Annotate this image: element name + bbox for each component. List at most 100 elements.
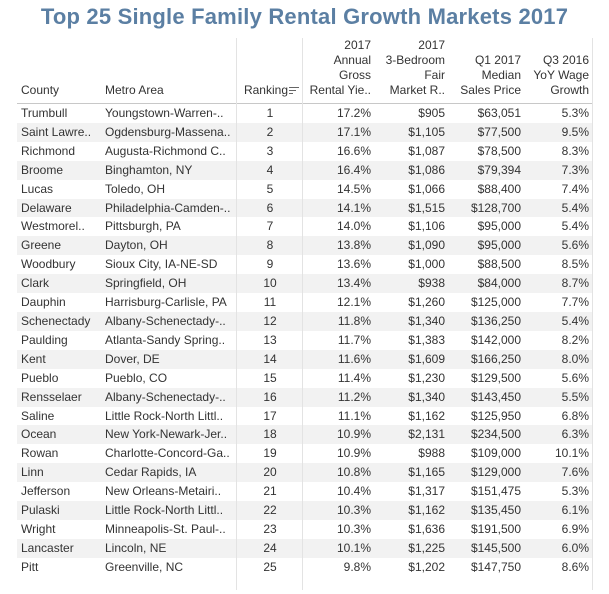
fair-rent-cell: $1,383: [408, 332, 445, 347]
fair-rent-cell: $1,162: [375, 501, 449, 520]
table-row[interactable]: Schenectady Albany-Schenectady-.. 12 11.8% $…: [17, 311, 593, 331]
header-row: County Metro Area Ranking 2017 Annual Gros…: [17, 38, 593, 104]
table-row[interactable]: Rowan Charlotte-Concord-Ga.. 19 10.9% $988 $1…: [17, 444, 593, 463]
county-cell: Broome: [17, 160, 101, 180]
table-row[interactable]: Trumbull Youngstown-Warren-.. 1 17.2% $905 $6…: [17, 104, 593, 123]
fair-rent-cell: $1,230: [408, 370, 445, 385]
county-cell: Linn: [17, 463, 101, 483]
header-wage-growth[interactable]: Q3 2016 YoY Wage Growth: [525, 38, 593, 104]
fair-rent-cell: $1,000: [408, 257, 445, 272]
sales-price-cell: $143,450: [449, 387, 525, 407]
gross-yield-cell: 14.5%: [336, 181, 371, 196]
county-cell: Rowan: [21, 446, 59, 461]
gross-yield-cell: 14.0%: [336, 219, 371, 234]
table-row[interactable]: Richmond Augusta-Richmond C.. 3 16.6% $1,087…: [17, 142, 593, 161]
table-row[interactable]: Linn Cedar Rapids, IA 20 10.8% $1,165 $129,00…: [17, 463, 593, 483]
table-row[interactable]: Kent Dover, DE 14 11.6% $1,609 $166,250 8.0%: [17, 349, 593, 369]
wage-growth-cell: 7.6%: [525, 463, 593, 483]
ranking-cell: 12: [237, 311, 303, 331]
county-cell: Saint Lawre..: [17, 122, 101, 142]
gross-yield-cell: 16.4%: [303, 160, 375, 180]
fair-rent-cell: $1,340: [375, 387, 449, 407]
metro-area-cell: Sioux City, IA-NE-SD: [105, 257, 218, 272]
county-cell: Greene: [17, 236, 101, 256]
chart-title: Top 25 Single Family Rental Growth Marke…: [40, 4, 569, 29]
table-row[interactable]: Rensselaer Albany-Schenectady-.. 16 11.2% $1…: [17, 387, 593, 407]
table-row[interactable]: Clark Springfield, OH 10 13.4% $938 $84,000 8.…: [17, 274, 593, 294]
table-row[interactable]: Delaware Philadelphia-Camden-.. 6 14.1% $1,5…: [17, 198, 593, 218]
metro-area-cell: Youngstown-Warren-..: [105, 106, 224, 120]
table-row[interactable]: Lucas Toledo, OH 5 14.5% $1,066 $88,400 7.4%: [17, 180, 593, 199]
gross-yield-cell: 9.8%: [343, 559, 371, 574]
sales-price-cell: $95,000: [477, 219, 521, 234]
table-row[interactable]: Broome Binghamton, NY 4 16.4% $1,086 $79,394 7…: [17, 160, 593, 180]
wage-growth-cell: 7.4%: [561, 181, 589, 196]
ranking-cell: 11: [263, 295, 277, 310]
gross-yield-cell: 11.2%: [303, 387, 375, 407]
gross-yield-cell: 12.1%: [336, 295, 371, 310]
fair-rent-cell: $2,131: [375, 425, 449, 445]
table-row[interactable]: Saline Little Rock-North Littl.. 17 11.1% $1…: [17, 407, 593, 426]
table-row[interactable]: Ocean New York-Newark-Jer.. 18 10.9% $2,131 $…: [17, 425, 593, 445]
wage-growth-cell: 8.5%: [561, 257, 589, 272]
header-gross-rental-yield[interactable]: 2017 Annual Gross Rental Yie..: [303, 38, 375, 104]
table-row[interactable]: Jefferson New Orleans-Metairi.. 21 10.4% $1,…: [17, 482, 593, 501]
table-row[interactable]: Saint Lawre.. Ogdensburg-Massena.. 2 17.1% $…: [17, 122, 593, 142]
table-row[interactable]: Greene Dayton, OH 8 13.8% $1,090 $95,000 5.6%: [17, 236, 593, 256]
fair-rent-cell: $1,105: [375, 122, 449, 142]
ranking-cell: 14: [237, 349, 303, 369]
wage-growth-cell: 7.3%: [525, 160, 593, 180]
wage-growth-cell: 6.8%: [561, 408, 589, 423]
gross-yield-cell: 13.8%: [303, 236, 375, 256]
table-row[interactable]: Westmorel.. Pittsburgh, PA 7 14.0% $1,106 $95…: [17, 217, 593, 236]
table-row[interactable]: Pitt Greenville, NC 25 9.8% $1,202 $147,750 8.…: [17, 558, 593, 577]
header-county[interactable]: County: [17, 38, 101, 104]
table-row[interactable]: Paulding Atlanta-Sandy Spring.. 13 11.7% $1,…: [17, 331, 593, 350]
fair-rent-cell: $1,225: [375, 538, 449, 558]
gross-yield-cell: 11.8%: [303, 311, 375, 331]
gross-yield-cell: 10.1%: [303, 538, 375, 558]
table-row[interactable]: Dauphin Harrisburg-Carlisle, PA 11 12.1% $1,…: [17, 293, 593, 312]
table-row[interactable]: Pueblo Pueblo, CO 15 11.4% $1,230 $129,500 5.6…: [17, 369, 593, 388]
ranking-cell: 22: [237, 501, 303, 520]
county-cell: Lancaster: [17, 538, 101, 558]
sort-descending-icon[interactable]: [289, 86, 299, 95]
ranking-cell: 20: [237, 463, 303, 483]
ranking-cell: 2: [237, 122, 303, 142]
gross-yield-cell: 11.4%: [337, 370, 371, 385]
ranking-cell: 16: [237, 387, 303, 407]
county-cell: Pulaski: [17, 501, 101, 520]
wage-growth-cell: 6.0%: [525, 538, 593, 558]
metro-area-cell: Dayton, OH: [101, 236, 237, 256]
header-ranking[interactable]: Ranking: [237, 38, 303, 104]
metro-area-cell: Augusta-Richmond C..: [105, 143, 226, 158]
sales-price-cell: $151,475: [470, 484, 521, 499]
metro-area-cell: Lincoln, NE: [101, 538, 237, 558]
header-fair-market-rent[interactable]: 2017 3-Bedroom Fair Market R..: [375, 38, 449, 104]
header-median-sales-price[interactable]: Q1 2017 Median Sales Price: [449, 38, 525, 104]
fair-rent-cell: $1,162: [408, 408, 445, 423]
sales-price-cell: $125,950: [470, 408, 521, 423]
table-row[interactable]: Lancaster Lincoln, NE 24 10.1% $1,225 $145,50…: [17, 538, 593, 558]
county-cell: Clark: [17, 274, 101, 294]
ranking-cell: 21: [263, 484, 277, 499]
county-cell: Jefferson: [21, 484, 71, 499]
county-cell: Kent: [17, 349, 101, 369]
table-row[interactable]: Wright Minneapolis-St. Paul-.. 23 10.3% $1,6…: [17, 520, 593, 539]
fair-rent-cell: $1,340: [375, 311, 449, 331]
fair-rent-cell: $1,106: [408, 219, 445, 234]
fair-rent-cell: $1,087: [408, 143, 445, 158]
ranking-cell: 24: [237, 538, 303, 558]
table-row[interactable]: Woodbury Sioux City, IA-NE-SD 9 13.6% $1,000…: [17, 255, 593, 274]
fair-rent-cell: $1,609: [375, 349, 449, 369]
header-metro-area[interactable]: Metro Area: [101, 38, 237, 104]
table-row[interactable]: Pulaski Little Rock-North Littl.. 22 10.3% $…: [17, 501, 593, 520]
sales-price-cell: $78,500: [477, 143, 521, 158]
wage-growth-cell: 5.3%: [561, 106, 589, 120]
ranking-cell: 18: [237, 425, 303, 445]
sales-price-cell: $147,750: [470, 559, 521, 574]
metro-area-cell: Pittsburgh, PA: [105, 219, 181, 234]
metro-area-cell: Cedar Rapids, IA: [101, 463, 237, 483]
wage-growth-cell: 10.1%: [554, 446, 589, 461]
gross-yield-cell: 10.8%: [303, 463, 375, 483]
